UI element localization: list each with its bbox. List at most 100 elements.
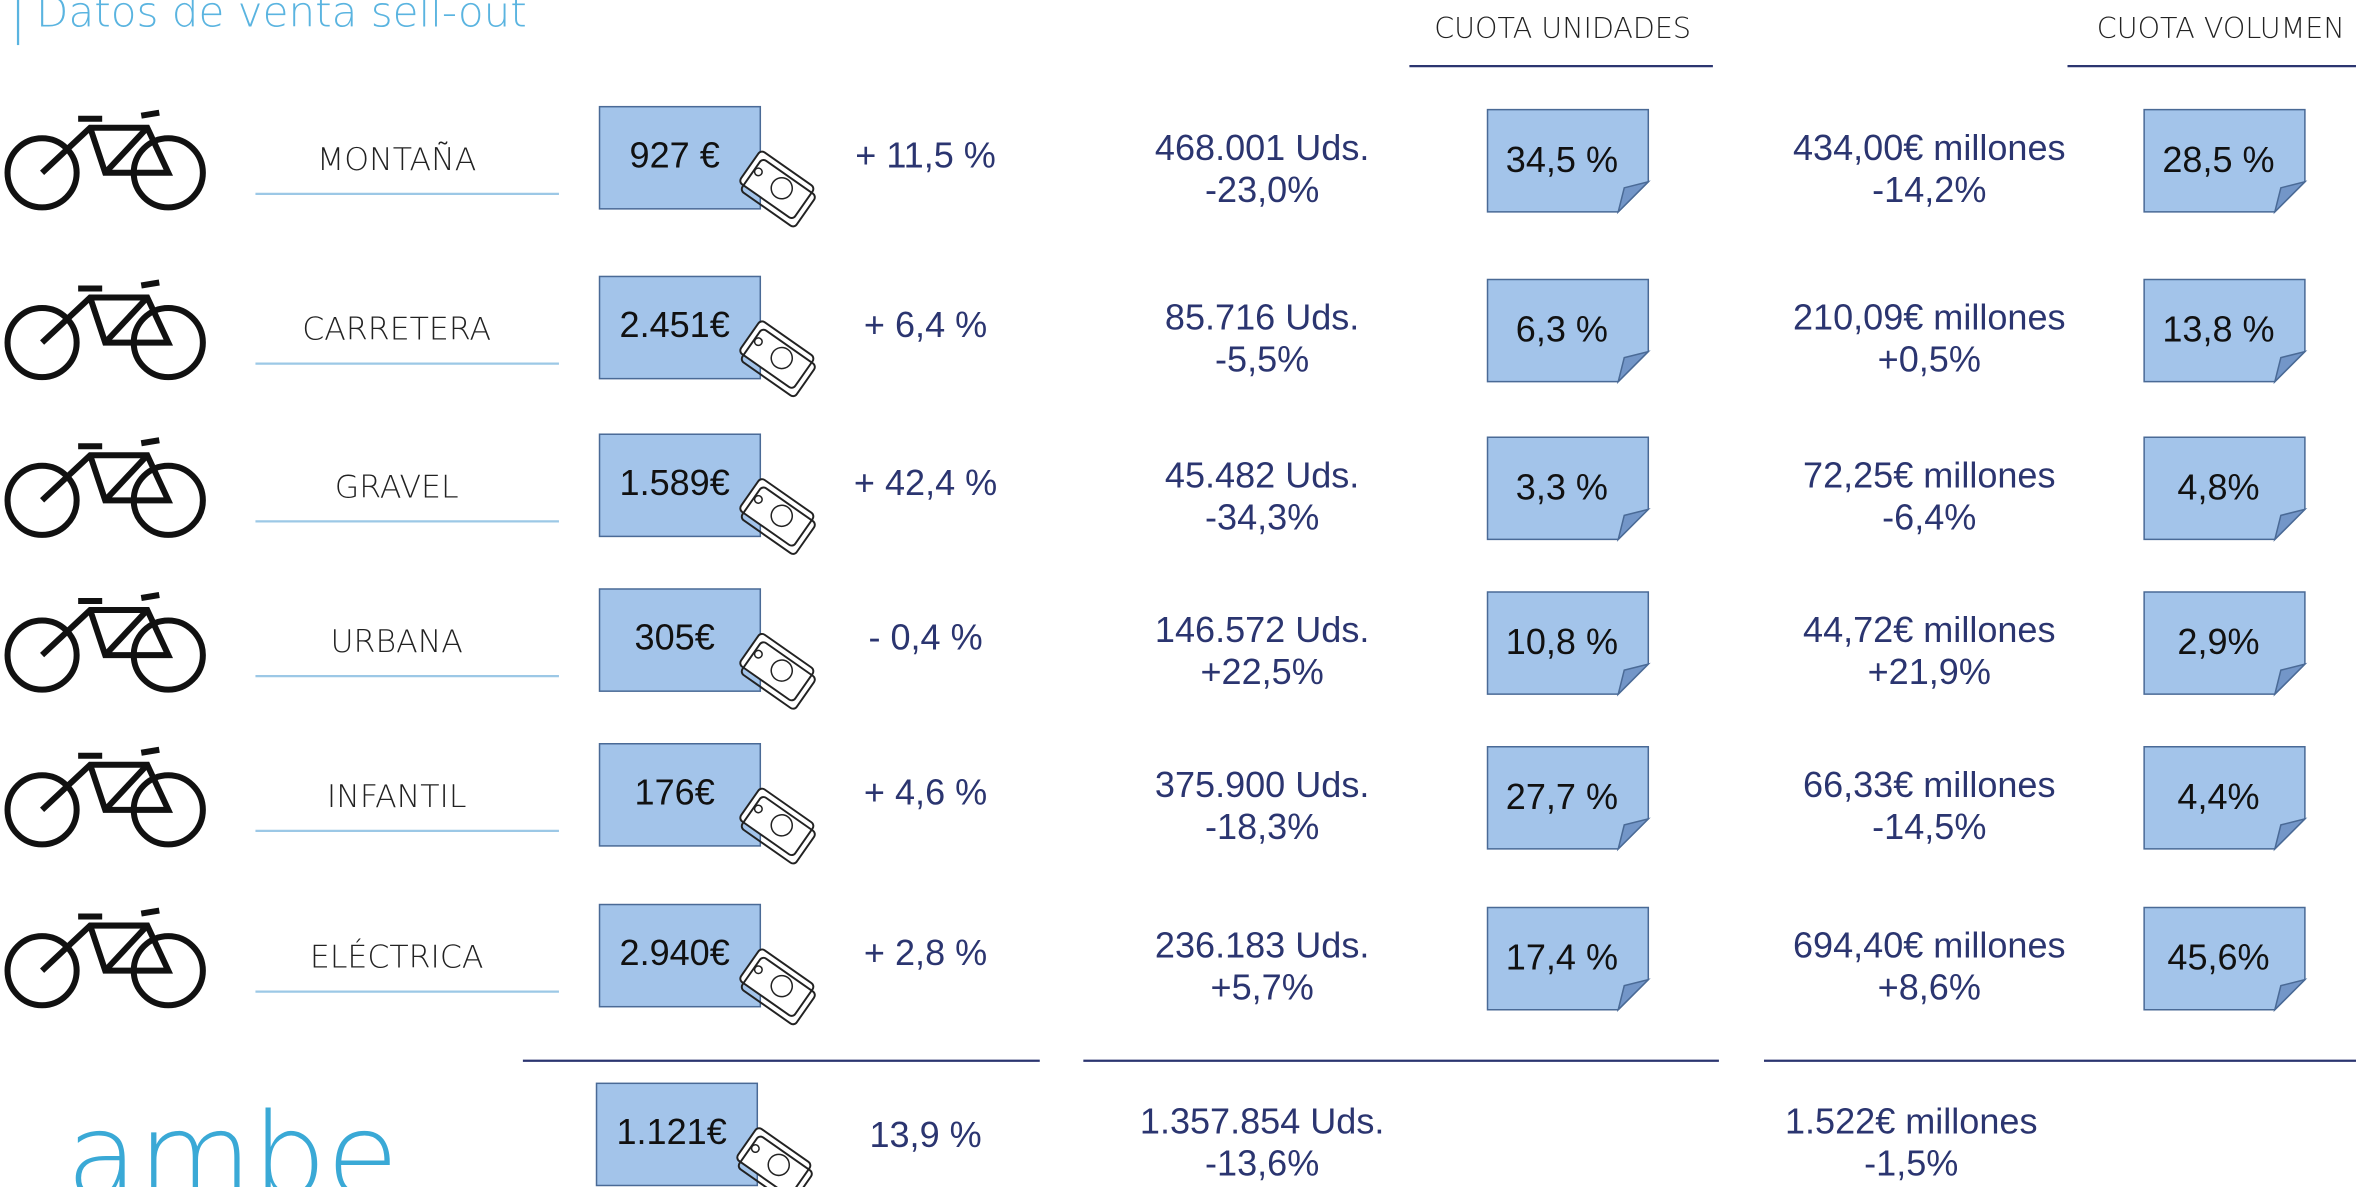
wheel — [4, 135, 80, 211]
wheel — [4, 462, 80, 538]
unit-share: 27,7 % — [1486, 746, 1651, 852]
note-fold — [1616, 507, 1651, 542]
tag-hole — [753, 649, 763, 659]
price: 305€ — [635, 617, 715, 658]
tag-shape — [740, 641, 816, 710]
note-box — [598, 588, 762, 692]
unit-share: 34,5 % — [1486, 108, 1651, 215]
note-value: 3,3 % — [1516, 466, 1608, 507]
price-box: 2.940€ — [598, 903, 816, 1026]
volume-change: -6,4% — [1882, 496, 1976, 537]
price-box: 1.121€ — [595, 1082, 813, 1187]
price-change: + 4,6 % — [864, 771, 987, 812]
note-fold — [2273, 180, 2308, 215]
note-box — [598, 743, 762, 847]
bar — [140, 437, 160, 447]
tag-hole — [753, 965, 763, 975]
units-change: -5,5% — [1215, 339, 1309, 380]
frame — [40, 761, 174, 813]
price-change: + 42,4 % — [854, 462, 997, 503]
price-tag — [739, 320, 816, 398]
bar — [140, 907, 160, 917]
frame — [102, 295, 150, 345]
bike-icon — [4, 109, 206, 211]
note-fold — [2273, 507, 2308, 542]
note-fold — [2273, 978, 2308, 1013]
volume-share: 4,4% — [2143, 746, 2308, 852]
tag-euro — [770, 659, 794, 682]
frame — [40, 124, 174, 176]
tag-hole — [753, 804, 763, 814]
price-change: + 11,5 % — [855, 134, 996, 175]
volume-change: -14,2% — [1872, 169, 1986, 210]
note-box — [598, 275, 762, 380]
note-value: 28,5 % — [2162, 139, 2274, 180]
note-box — [598, 433, 762, 538]
volume-share: 4,8% — [2143, 436, 2308, 542]
units-change: +22,5% — [1201, 651, 1324, 692]
units: 146.572 Uds. — [1155, 609, 1369, 650]
header: CUOTA UNIDADES — [1434, 12, 1691, 45]
note-value: 17,4 % — [1506, 937, 1618, 978]
tag-shape — [740, 956, 816, 1026]
tag-euro — [770, 504, 794, 528]
price-tag — [739, 150, 816, 228]
units: 236.183 Uds. — [1155, 925, 1369, 966]
volume: 694,40€ millones — [1793, 925, 2066, 966]
tag-shape — [740, 328, 816, 398]
price: 2.451€ — [620, 304, 730, 345]
category: GRAVEL — [335, 469, 459, 505]
frame — [102, 607, 150, 658]
tag-hole — [750, 1144, 760, 1154]
volume: 210,09€ millones — [1793, 297, 2066, 338]
price-tag — [739, 787, 816, 865]
frame — [102, 453, 150, 503]
price-box: 2.451€ — [598, 275, 816, 398]
price-tag — [739, 478, 816, 555]
price-change: - 0,4 % — [868, 617, 982, 658]
note-box — [595, 1082, 759, 1187]
total-volume: 1.522€ millones — [1785, 1100, 2038, 1141]
note-fold — [1616, 662, 1651, 697]
header: CUOTA VOLUMEN — [2097, 12, 2345, 45]
units: 375.900 Uds. — [1155, 764, 1369, 805]
volume-share: 45,6% — [2143, 906, 2308, 1013]
price-box: 176€ — [598, 743, 816, 865]
price: 1.589€ — [620, 462, 730, 503]
units-change: -18,3% — [1205, 806, 1319, 847]
unit-share: 3,3 % — [1486, 436, 1651, 542]
bike-icon — [4, 279, 206, 381]
bar — [140, 746, 160, 756]
price: 927 € — [630, 134, 720, 175]
price-change: + 6,4 % — [864, 304, 987, 345]
tag-shape — [740, 486, 816, 555]
tag-shape — [740, 159, 816, 228]
frame — [40, 607, 174, 659]
tag-hole — [753, 167, 763, 177]
category: CARRETERA — [302, 312, 491, 348]
volume-change: +8,6% — [1878, 967, 1981, 1008]
bike-icon — [4, 437, 206, 538]
note-value: 4,8% — [2177, 466, 2259, 507]
note-fold — [1616, 180, 1651, 215]
category: URBANA — [330, 624, 462, 660]
volume: 72,25€ millones — [1803, 454, 2055, 495]
note-box — [598, 105, 762, 210]
price-tag — [736, 1127, 813, 1187]
price-change: + 2,8 % — [864, 932, 987, 973]
volume: 66,33€ millones — [1803, 764, 2055, 805]
note-value: 6,3 % — [1516, 309, 1608, 350]
tag-hole — [753, 337, 763, 347]
frame — [102, 762, 150, 812]
tag-euro — [767, 1153, 791, 1177]
tag-euro — [770, 814, 794, 837]
units-change: +5,7% — [1211, 967, 1314, 1008]
price-tag — [739, 632, 816, 710]
wheel — [4, 772, 80, 848]
frame — [102, 125, 150, 175]
bike-icon — [4, 592, 206, 693]
price: 2.940€ — [620, 932, 730, 973]
tag-euro — [770, 176, 794, 200]
note-value: 13,8 % — [2162, 309, 2274, 350]
